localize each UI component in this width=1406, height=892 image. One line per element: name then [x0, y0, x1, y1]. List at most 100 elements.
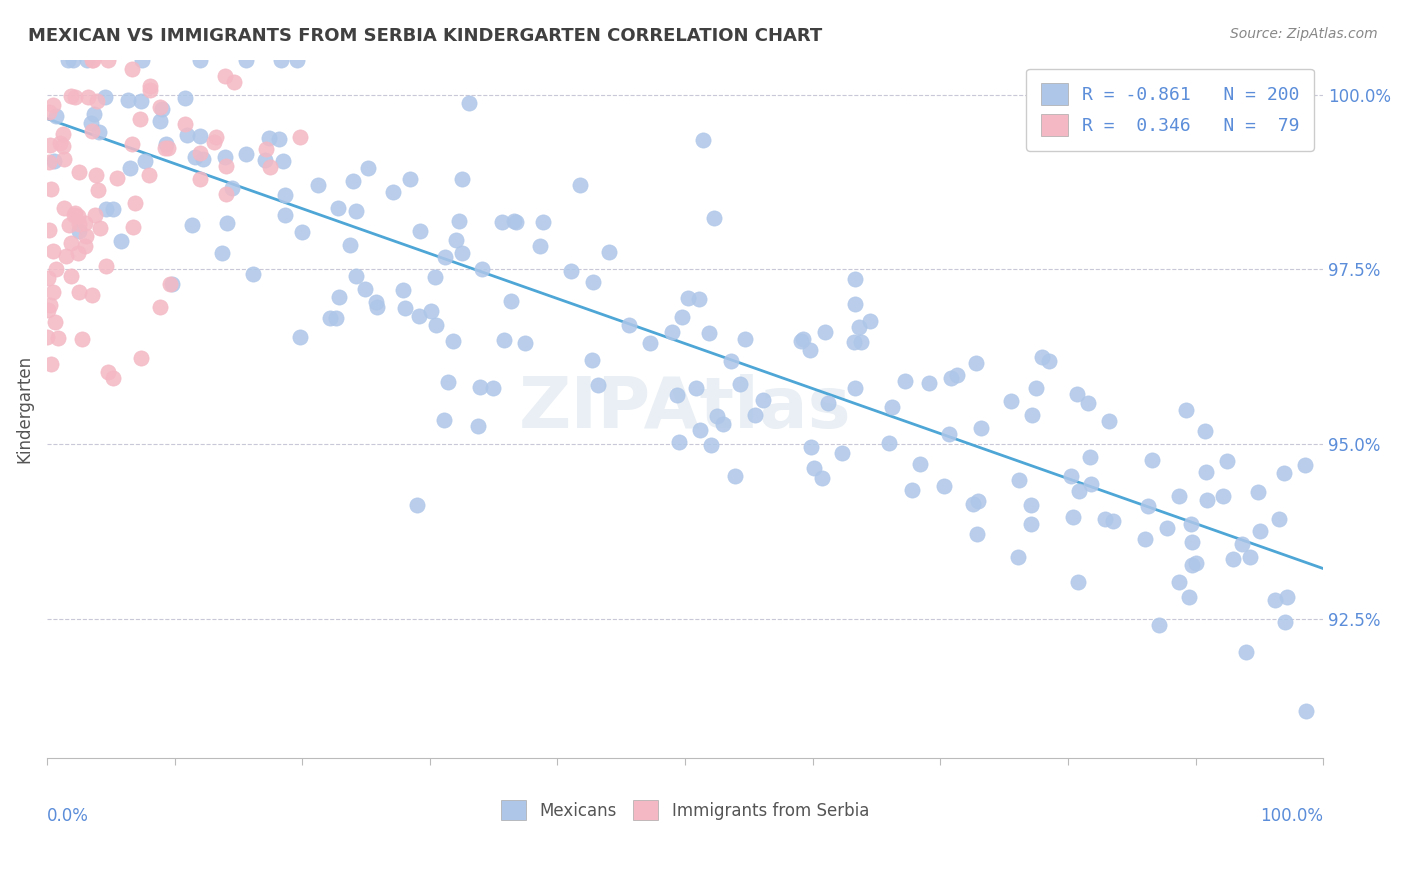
Point	[962, 497, 984, 511]
Point	[437, 375, 460, 389]
Point	[38, 223, 60, 237]
Point	[253, 153, 276, 168]
Point	[1222, 552, 1244, 566]
Point	[80, 53, 103, 67]
Point	[52, 152, 75, 166]
Point	[101, 371, 124, 385]
Point	[77, 89, 100, 103]
Point	[800, 440, 823, 454]
Point	[844, 271, 866, 285]
Point	[666, 387, 689, 401]
Point	[1295, 704, 1317, 718]
Point	[235, 147, 257, 161]
Point	[689, 423, 711, 437]
Point	[586, 378, 609, 392]
Point	[59, 89, 82, 103]
Point	[58, 218, 80, 232]
Point	[188, 128, 211, 143]
Point	[844, 297, 866, 311]
Point	[877, 436, 900, 450]
Point	[38, 154, 60, 169]
Point	[354, 282, 377, 296]
Point	[531, 214, 554, 228]
Point	[202, 135, 225, 149]
Point	[214, 69, 236, 83]
Point	[1197, 493, 1219, 508]
Point	[638, 335, 661, 350]
Point	[97, 365, 120, 379]
Point	[1195, 465, 1218, 479]
Text: 100.0%: 100.0%	[1260, 807, 1323, 825]
Point	[204, 129, 226, 144]
Point	[274, 188, 297, 202]
Point	[1264, 593, 1286, 607]
Point	[425, 270, 447, 285]
Point	[1232, 537, 1254, 551]
Point	[319, 311, 342, 326]
Point	[82, 53, 104, 67]
Point	[42, 153, 65, 168]
Point	[1066, 386, 1088, 401]
Point	[1031, 350, 1053, 364]
Point	[433, 250, 456, 264]
Point	[1275, 590, 1298, 604]
Point	[1294, 458, 1316, 472]
Point	[160, 277, 183, 291]
Point	[67, 217, 90, 231]
Point	[471, 261, 494, 276]
Point	[176, 128, 198, 142]
Point	[1185, 556, 1208, 570]
Point	[191, 153, 214, 167]
Point	[503, 214, 526, 228]
Point	[433, 412, 456, 426]
Point	[37, 271, 59, 285]
Point	[149, 301, 172, 315]
Point	[42, 98, 65, 112]
Point	[344, 204, 367, 219]
Point	[67, 285, 90, 300]
Point	[688, 293, 710, 307]
Point	[75, 229, 97, 244]
Point	[270, 53, 292, 67]
Point	[80, 288, 103, 302]
Point	[848, 320, 870, 334]
Point	[364, 294, 387, 309]
Point	[408, 309, 430, 323]
Point	[93, 90, 115, 104]
Point	[80, 116, 103, 130]
Point	[581, 275, 603, 289]
Point	[155, 136, 177, 151]
Point	[706, 409, 728, 424]
Point	[288, 130, 311, 145]
Point	[290, 330, 312, 344]
Text: MEXICAN VS IMMIGRANTS FROM SERBIA KINDERGARTEN CORRELATION CHART: MEXICAN VS IMMIGRANTS FROM SERBIA KINDER…	[28, 27, 823, 45]
Text: Source: ZipAtlas.com: Source: ZipAtlas.com	[1230, 27, 1378, 41]
Point	[405, 498, 427, 512]
Point	[1239, 550, 1261, 565]
Point	[882, 401, 904, 415]
Point	[38, 137, 60, 152]
Point	[1080, 477, 1102, 491]
Point	[67, 165, 90, 179]
Point	[661, 326, 683, 340]
Point	[150, 102, 173, 116]
Point	[52, 127, 75, 141]
Point	[425, 318, 447, 332]
Point	[1067, 483, 1090, 498]
Point	[42, 244, 65, 259]
Point	[1000, 393, 1022, 408]
Point	[328, 290, 350, 304]
Point	[357, 161, 380, 176]
Text: ZIPAtlas: ZIPAtlas	[519, 375, 851, 443]
Point	[668, 434, 690, 449]
Point	[811, 471, 834, 485]
Point	[814, 325, 837, 339]
Point	[188, 172, 211, 186]
Point	[932, 479, 955, 493]
Point	[671, 310, 693, 325]
Point	[1021, 408, 1043, 422]
Point	[1007, 550, 1029, 565]
Point	[149, 100, 172, 114]
Point	[1272, 466, 1295, 480]
Point	[581, 353, 603, 368]
